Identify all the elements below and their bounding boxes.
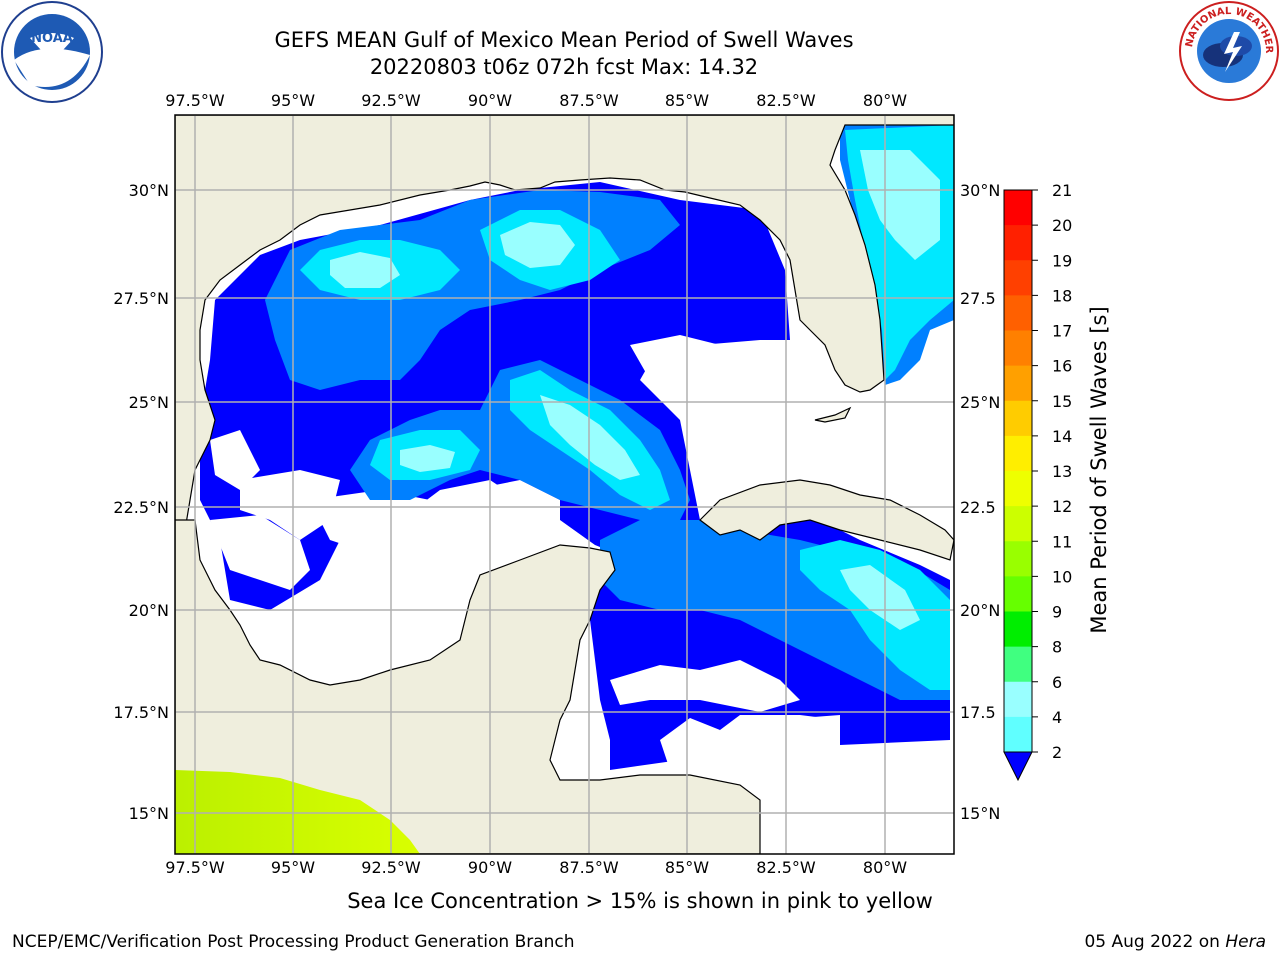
lon-tick-bottom: 80°W (863, 858, 907, 877)
lon-tick-top: 80°W (863, 91, 907, 110)
colorbar-extend-arrow (1003, 751, 1033, 782)
lon-tick-bottom: 90°W (468, 858, 512, 877)
colorbar-segment (1004, 435, 1032, 472)
colorbar-tick-label: 16 (1052, 357, 1072, 376)
lat-tick-left: 30°N (129, 181, 169, 200)
lat-tick-right: 20°N (960, 601, 1000, 620)
lat-tick-left: 25°N (129, 393, 169, 412)
lon-tick-bottom: 82.5°W (756, 858, 816, 877)
sea-ice-note-text: Sea Ice Concentration > 15% is shown in … (347, 889, 933, 913)
colorbar-label: Mean Period of Swell Waves [s] (1087, 306, 1111, 633)
nws-logo: NATIONAL WEATHER SERVICE (1178, 0, 1279, 101)
lon-tick-bottom: 85°W (665, 858, 709, 877)
colorbar-tick-label: 15 (1052, 392, 1072, 411)
colorbar-segment (1004, 225, 1032, 261)
colorbar-tick-label: 18 (1052, 286, 1072, 305)
colorbar-segment (1004, 260, 1032, 296)
colorbar-segment (1004, 681, 1032, 718)
colorbar-segment (1004, 576, 1032, 612)
lat-tick-left: 27.5°N (113, 289, 169, 308)
lon-tick-bottom: 95°W (271, 858, 315, 877)
colorbar-tick-label: 19 (1052, 251, 1072, 270)
lon-tick-bottom: 92.5°W (361, 858, 421, 877)
lat-tick-right: 30°N (960, 181, 1000, 200)
colorbar-segment (1004, 611, 1032, 648)
lon-tick-top: 97.5°W (165, 91, 225, 110)
colorbar-segment (1004, 471, 1032, 507)
colorbar-segment (1004, 646, 1032, 683)
map-frame (174, 114, 955, 855)
colorbar-tick-label: 6 (1052, 673, 1062, 692)
lon-tick-top: 85°W (665, 91, 709, 110)
lat-tick-right: 22.5 (960, 498, 996, 517)
graticule (175, 115, 954, 854)
colorbar-segment (1004, 541, 1032, 577)
chart-subtitle: 20220803 t06z 072h fcst Max: 14.32 (369, 55, 759, 79)
lon-tick-bottom: 97.5°W (165, 858, 225, 877)
colorbar-tick-label: 20 (1052, 216, 1072, 235)
swell-field-lightcyan (330, 150, 940, 630)
lon-tick-top: 90°W (468, 91, 512, 110)
lon-tick-bottom: 87.5°W (559, 858, 619, 877)
credit-text: NCEP/EMC/Verification Post Processing Pr… (12, 932, 575, 952)
map-area (175, 115, 954, 854)
lat-labels-left: 30°N 27.5°N 25°N 22.5°N 20°N 17.5°N 15°N (113, 181, 169, 823)
lat-tick-left: 20°N (129, 601, 169, 620)
svg-text:NOAA: NOAA (31, 31, 73, 46)
lon-labels-bottom: 97.5°W 95°W 92.5°W 90°W 87.5°W 85°W 82.5… (165, 858, 907, 877)
chart-title: GEFS MEAN Gulf of Mexico Mean Period of … (274, 28, 854, 52)
colorbar-segment (1004, 365, 1032, 402)
sea-ice-note: Sea Ice Concentration > 15% is shown in … (0, 889, 1280, 913)
lat-tick-right: 15°N (960, 804, 1000, 823)
colorbar-tick-label: 14 (1052, 427, 1072, 446)
colorbar-segment (1004, 400, 1032, 437)
lat-labels-right: 30°N 27.5 25°N 22.5 20°N 17.5 15°N (960, 181, 1000, 823)
lon-tick-top: 95°W (271, 91, 315, 110)
pacific-swell-field (175, 770, 420, 854)
colorbar-tick-label: 9 (1052, 603, 1062, 622)
colorbar-tick-label: 21 (1052, 181, 1072, 200)
colorbar: 21 20 19 18 17 16 15 14 13 12 11 10 9 8 6 4 2 (1003, 181, 1072, 782)
colorbar-segment (1004, 295, 1032, 331)
lat-tick-left: 15°N (129, 804, 169, 823)
date-text: 05 Aug 2022 on (1084, 932, 1220, 952)
lon-tick-top: 92.5°W (361, 91, 421, 110)
lat-tick-left: 22.5°N (113, 498, 169, 517)
lat-tick-left: 17.5°N (113, 703, 169, 722)
noaa-logo: NOAA (1, 1, 103, 103)
colorbar-tick-label: 4 (1052, 708, 1062, 727)
colorbar-tick-label: 2 (1052, 743, 1062, 762)
lon-tick-top: 87.5°W (559, 91, 619, 110)
lat-tick-right: 25°N (960, 393, 1000, 412)
colorbar-tick-label: 8 (1052, 638, 1062, 657)
colorbar-tick-label: 12 (1052, 497, 1072, 516)
lon-labels-top: 97.5°W 95°W 92.5°W 90°W 87.5°W 85°W 82.5… (165, 91, 907, 110)
land (175, 115, 954, 854)
colorbar-segment (1004, 190, 1032, 226)
lon-tick-top: 82.5°W (756, 91, 816, 110)
colorbar-segment (1004, 330, 1032, 367)
date-stamp: 05 Aug 2022 on Hera (1084, 932, 1266, 952)
colorbar-segment (1004, 506, 1032, 542)
lat-tick-right: 27.5 (960, 289, 996, 308)
colorbar-tick-label: 17 (1052, 322, 1072, 341)
colorbar-tick-label: 11 (1052, 532, 1072, 551)
colorbar-tick-label: 10 (1052, 567, 1072, 586)
colorbar-segment (1004, 716, 1032, 753)
lat-tick-right: 17.5 (960, 703, 996, 722)
host-name: Hera (1225, 932, 1266, 952)
colorbar-tick-label: 13 (1052, 462, 1072, 481)
